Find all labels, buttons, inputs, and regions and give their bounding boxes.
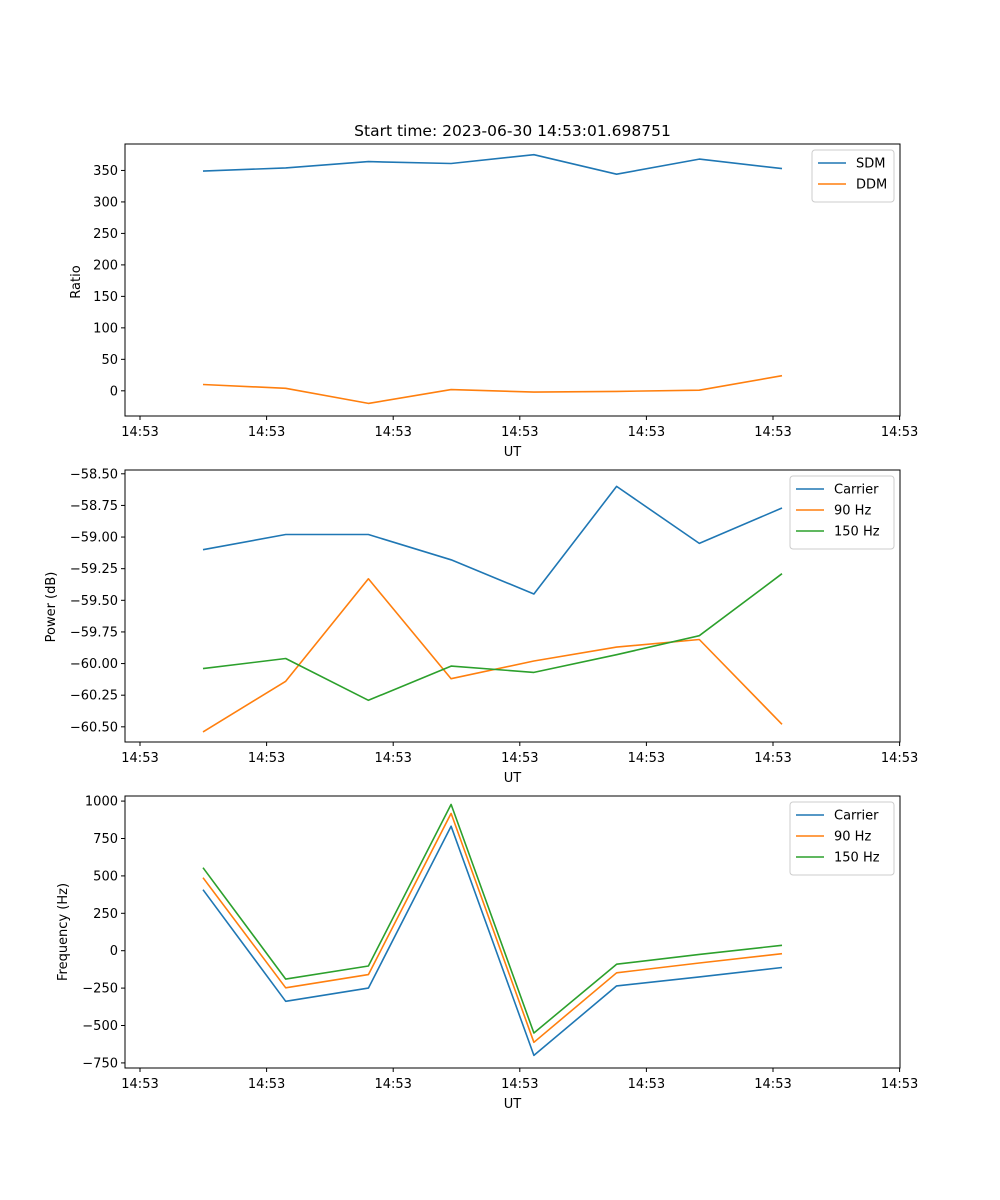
x-tick-label: 14:53 <box>121 425 158 440</box>
y-tick-label: −60.00 <box>70 657 118 672</box>
series-line-sdm <box>202 153 783 175</box>
x-tick-label: 14:53 <box>501 1077 538 1092</box>
x-tick-label: 14:53 <box>754 425 791 440</box>
x-tick-label: 14:53 <box>121 1077 158 1092</box>
y-tick-label: 1000 <box>85 795 118 810</box>
series-line-carrier <box>202 825 783 1057</box>
series-line-150-hz <box>202 803 783 1034</box>
legend-label: 150 Hz <box>834 851 880 866</box>
plot-frame <box>124 469 901 743</box>
y-axis-label: Power (dB) <box>44 572 59 643</box>
legend-label: 90 Hz <box>834 504 871 519</box>
y-tick-label: 350 <box>93 164 118 179</box>
y-tick-label: −59.75 <box>70 625 118 640</box>
x-tick-label: 14:53 <box>501 751 538 766</box>
y-axis-label: Frequency (Hz) <box>56 883 71 981</box>
y-tick-label: 200 <box>93 258 118 273</box>
x-tick-label: 14:53 <box>628 1077 665 1092</box>
legend-label: Carrier <box>834 483 879 498</box>
y-tick-label: −60.50 <box>70 720 118 735</box>
x-tick-label: 14:53 <box>754 1077 791 1092</box>
x-tick-label: 14:53 <box>628 425 665 440</box>
panel-power: UT Power (dB) −60.50 −60.25 −60.00 −59.75 −5… <box>44 467 918 786</box>
legend: Carrier 90 Hz 150 Hz <box>789 475 895 550</box>
x-tick-label: 14:53 <box>881 425 918 440</box>
y-tick-label: −59.25 <box>70 562 118 577</box>
x-tick-label: 14:53 <box>881 751 918 766</box>
legend: SDM DDM <box>811 149 895 203</box>
y-tick-label: 250 <box>93 227 118 242</box>
panel-frequency: UT Frequency (Hz) −750 −500 −250 0 250 500 750… <box>56 795 918 1112</box>
x-tick-label: 14:53 <box>248 751 285 766</box>
x-tick-label: 14:53 <box>881 1077 918 1092</box>
legend: Carrier 90 Hz 150 Hz <box>789 801 895 876</box>
y-tick-label: 50 <box>101 353 118 368</box>
legend-label: 150 Hz <box>834 525 880 540</box>
x-tick-label: 14:53 <box>754 751 791 766</box>
plot-frame <box>124 143 901 417</box>
x-tick-label: 14:53 <box>628 751 665 766</box>
y-tick-label: 150 <box>93 290 118 305</box>
y-axis-label: Ratio <box>69 265 84 298</box>
y-tick-label: 500 <box>93 869 118 884</box>
series-line-90-hz <box>202 812 783 1044</box>
y-tick-label: −500 <box>82 1019 118 1034</box>
x-axis-label: UT <box>504 445 522 460</box>
panel-ratio: UT Ratio 0 50 100 150 200 250 300 350 14:53 14:53… <box>69 143 918 460</box>
x-tick-label: 14:53 <box>374 1077 411 1092</box>
y-tick-label: −750 <box>82 1056 118 1071</box>
y-tick-label: −60.25 <box>70 689 118 704</box>
x-axis-label: UT <box>504 1097 522 1112</box>
y-tick-label: 100 <box>93 321 118 336</box>
y-tick-label: 0 <box>110 384 118 399</box>
legend-label: SDM <box>856 157 885 172</box>
chart-title: Start time: 2023-06-30 14:53:01.698751 <box>354 122 671 140</box>
plot-frame <box>124 795 901 1069</box>
y-tick-label: −250 <box>82 982 118 997</box>
y-tick-label: −59.50 <box>70 594 118 609</box>
x-axis-label: UT <box>504 771 522 786</box>
x-tick-label: 14:53 <box>501 425 538 440</box>
y-tick-label: 300 <box>93 195 118 210</box>
legend-label: DDM <box>856 178 887 193</box>
x-tick-label: 14:53 <box>121 751 158 766</box>
y-tick-label: −58.50 <box>70 467 118 482</box>
series-line-ddm <box>202 374 783 405</box>
y-tick-label: 0 <box>110 944 118 959</box>
x-tick-label: 14:53 <box>374 751 411 766</box>
x-tick-label: 14:53 <box>248 425 285 440</box>
legend-label: 90 Hz <box>834 830 871 845</box>
x-tick-label: 14:53 <box>374 425 411 440</box>
x-tick-label: 14:53 <box>248 1077 285 1092</box>
y-tick-label: 750 <box>93 832 118 847</box>
y-tick-label: −59.00 <box>70 531 118 546</box>
y-tick-label: −58.75 <box>70 499 118 514</box>
y-tick-label: 250 <box>93 907 118 922</box>
series-line-carrier <box>202 485 783 595</box>
legend-label: Carrier <box>834 809 879 824</box>
series-line-150-hz <box>202 573 783 702</box>
